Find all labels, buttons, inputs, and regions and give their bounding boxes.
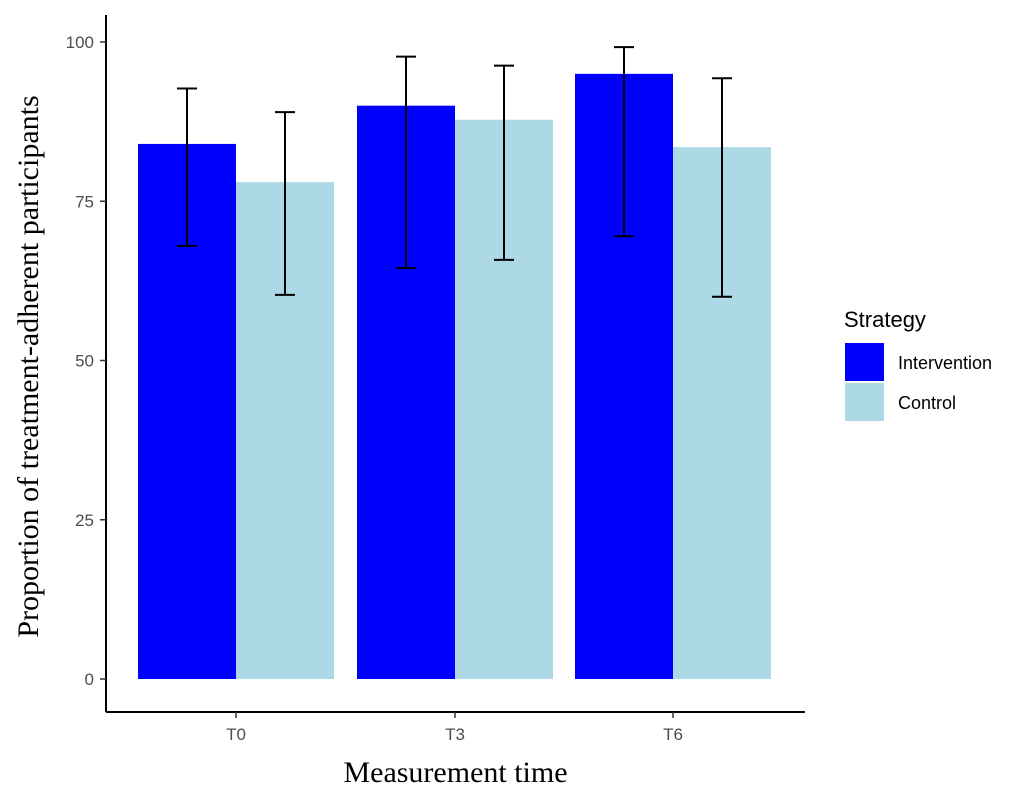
legend-items: Intervention Control [845, 343, 992, 421]
errorbar-control-t6 [712, 77, 732, 298]
errorbar-intervention-t6 [614, 46, 634, 238]
legend-key-control [845, 383, 884, 421]
errorbar-intervention-t0 [177, 87, 197, 247]
errorbar-control-t0 [275, 111, 295, 296]
y-tick-label: 100 [66, 33, 94, 52]
x-axis-title: Measurement time [343, 756, 567, 787]
bars-layer [138, 73, 771, 680]
legend-title: Strategy [844, 307, 926, 332]
y-tick-label: 0 [85, 670, 94, 689]
errorbars-layer [177, 46, 732, 298]
y-tick-label: 25 [75, 511, 94, 530]
errorbar-control-t3 [494, 64, 514, 261]
legend-label-control: Control [898, 393, 956, 413]
x-tick-label: T3 [445, 725, 465, 744]
y-tick-label: 50 [75, 352, 94, 371]
x-ticks: T0 T3 T6 [226, 712, 683, 744]
y-ticks: 0 25 50 75 100 [66, 33, 106, 689]
legend-label-intervention: Intervention [898, 353, 992, 373]
legend: Strategy Intervention Control [844, 307, 992, 421]
errorbar-intervention-t3 [396, 55, 416, 270]
legend-key-intervention [845, 343, 884, 381]
y-axis-title: Proportion of treatment-adherent partici… [12, 95, 45, 637]
x-tick-label: T6 [663, 725, 683, 744]
y-tick-label: 75 [75, 192, 94, 211]
x-tick-label: T0 [226, 725, 246, 744]
